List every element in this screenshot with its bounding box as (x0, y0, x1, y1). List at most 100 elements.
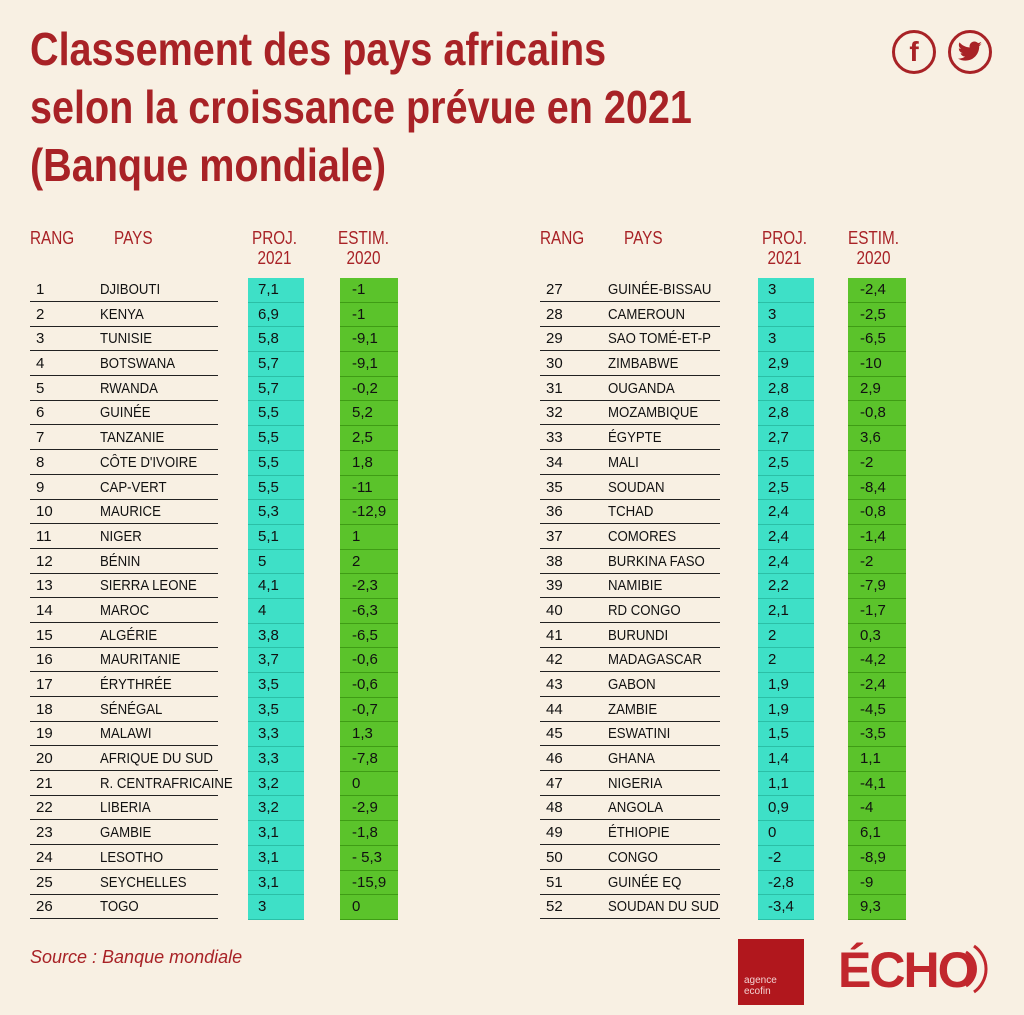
rank-cell: 26 (36, 898, 53, 916)
proj-2021-cell: 5,8 (248, 327, 304, 353)
estim-2020-cell: -8,9 (848, 845, 906, 871)
row-divider (540, 893, 720, 895)
row-divider (540, 597, 720, 599)
rank-cell: 47 (546, 774, 563, 792)
rank-cell: 37 (546, 527, 563, 545)
row-divider (540, 523, 720, 525)
country-cell: MAROC (100, 601, 150, 619)
proj-2021-cell: -3,4 (758, 895, 814, 920)
proj-2021-cell: 3 (758, 327, 814, 353)
twitter-icon[interactable] (948, 30, 992, 74)
proj-2021-cell: 1,1 (758, 771, 814, 797)
header-proj: PROJ. 2021 (762, 228, 808, 268)
rank-cell: 50 (546, 848, 563, 866)
country-cell: CAP-VERT (100, 478, 167, 496)
estim-2020-cell: 2 (340, 549, 398, 575)
estim-2020-cell: -0,8 (848, 401, 906, 427)
proj-2021-cell: 5,5 (248, 401, 304, 427)
estim-2020-cell: 9,3 (848, 895, 906, 920)
rank-cell: 12 (36, 552, 53, 570)
title-line-1: Classement des pays africains (30, 23, 607, 75)
estim-2020-cell: -6,5 (340, 623, 398, 649)
estim-2020-cell: -2,4 (848, 673, 906, 698)
estim-2020-cell: -9,1 (340, 327, 398, 353)
rank-cell: 32 (546, 404, 563, 422)
country-cell: TOGO (100, 898, 139, 916)
country-cell: MADAGASCAR (608, 651, 702, 669)
estim-2020-cell: -2,3 (340, 574, 398, 599)
row-divider (540, 794, 720, 796)
row-divider (30, 547, 218, 549)
row-divider (30, 646, 218, 648)
country-cell: CAMEROUN (608, 305, 686, 323)
estim-2020-cell: 2,5 (340, 426, 398, 451)
proj-2021-cell: 4 (248, 598, 304, 624)
proj-2021-cell: 3 (758, 278, 814, 303)
proj-2021-cell: 3,1 (248, 845, 304, 871)
rank-cell: 44 (546, 700, 563, 718)
rank-cell: 43 (546, 676, 563, 693)
rank-cell: 30 (546, 355, 563, 373)
proj-2021-cell: 2,5 (758, 475, 814, 501)
estim-2020-cell: -0,7 (340, 697, 398, 723)
country-cell: MALI (608, 453, 639, 471)
rank-cell: 40 (546, 601, 563, 619)
rank-cell: 41 (546, 626, 563, 644)
rank-cell: 1 (36, 281, 45, 298)
proj-2021-cell: 2,1 (758, 598, 814, 624)
estim-2020-cell: -0,8 (848, 500, 906, 525)
row-divider (30, 325, 218, 327)
country-cell: CONGO (608, 848, 658, 866)
country-cell: GUINÉE (100, 404, 151, 422)
rank-cell: 22 (36, 799, 53, 817)
estim-2020-cell: -6,3 (340, 598, 398, 624)
proj-2021-cell: 1,4 (758, 747, 814, 772)
rank-cell: 23 (36, 824, 53, 842)
header-pays: PAYS (114, 228, 153, 248)
proj-2021-cell: 5,5 (248, 450, 304, 476)
estim-2020-cell: -2 (848, 549, 906, 575)
row-divider (30, 498, 218, 500)
row-divider (30, 597, 218, 599)
header-rang: RANG (30, 228, 75, 248)
country-cell: AFRIQUE DU SUD (100, 750, 213, 768)
country-cell: NIGERIA (608, 774, 663, 792)
proj-2021-cell: 2,9 (758, 352, 814, 377)
proj-2021-cell: 3,2 (248, 771, 304, 797)
estim-2020-cell: -0,2 (340, 376, 398, 402)
row-divider (30, 794, 218, 796)
proj-2021-cell: 5 (248, 549, 304, 575)
estim-2020-cell: -2,5 (848, 302, 906, 328)
row-divider (540, 473, 720, 475)
proj-2021-cell: 2,8 (758, 401, 814, 427)
rank-cell: 20 (36, 750, 53, 768)
estim-2020-cell: 2,9 (848, 376, 906, 402)
country-cell: ÉTHIOPIE (608, 824, 670, 842)
country-cell: SOUDAN (608, 478, 665, 496)
estim-2020-cell: 0,3 (848, 623, 906, 649)
country-cell: LIBERIA (100, 799, 151, 817)
header-rang: RANG (540, 228, 585, 248)
row-divider (30, 572, 218, 574)
facebook-icon[interactable]: f (892, 30, 936, 74)
country-cell: BURUNDI (608, 626, 669, 644)
estim-2020-cell: -6,5 (848, 327, 906, 353)
estim-2020-cell: -9 (848, 870, 906, 896)
row-divider (30, 473, 218, 475)
row-divider (540, 696, 720, 697)
rank-cell: 35 (546, 478, 563, 496)
estim-2020-cell: -15,9 (340, 870, 398, 896)
proj-2021-cell: 3,5 (248, 697, 304, 723)
proj-2021-cell: 4,1 (248, 574, 304, 599)
proj-2021-cell: 0 (758, 821, 814, 846)
rank-cell: 21 (36, 774, 53, 792)
proj-2021-cell: 3 (248, 895, 304, 920)
rank-cell: 36 (546, 503, 563, 521)
estim-2020-cell: -4,1 (848, 771, 906, 797)
row-divider (540, 301, 720, 302)
estim-2020-cell: -2,9 (340, 796, 398, 822)
rank-cell: 15 (36, 626, 53, 644)
estim-2020-cell: -1 (340, 302, 398, 328)
proj-2021-cell: 2 (758, 623, 814, 649)
country-cell: OUGANDA (608, 379, 675, 397)
